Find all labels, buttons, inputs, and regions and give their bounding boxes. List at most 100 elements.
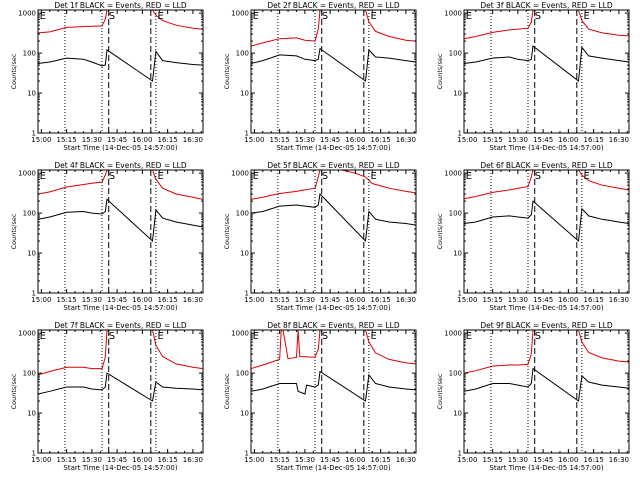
chart-title: Det 3f BLACK = Events, RED = LLD bbox=[480, 1, 613, 10]
event-marker-label: S bbox=[322, 11, 328, 22]
x-tick-label: 16:15 bbox=[584, 296, 604, 304]
x-axis-label: Start Time (14-Dec-05 14:57:00) bbox=[276, 144, 390, 152]
y-tick-label: 1000 bbox=[231, 330, 249, 338]
chart-title: Det 6f BLACK = Events, RED = LLD bbox=[480, 161, 613, 170]
series-group bbox=[251, 10, 416, 82]
y-tick-label: 1 bbox=[245, 290, 249, 298]
x-axis-label: Start Time (14-Dec-05 14:57:00) bbox=[489, 464, 603, 472]
y-tick-label: 10 bbox=[27, 90, 36, 98]
x-axis-label: Start Time (14-Dec-05 14:57:00) bbox=[276, 304, 390, 312]
event-marker-label: E bbox=[371, 331, 377, 342]
y-tick-label: 1000 bbox=[18, 170, 36, 178]
series-line-lld bbox=[251, 170, 416, 200]
series-line-events bbox=[38, 198, 203, 243]
x-axis-label: Start Time (14-Dec-05 14:57:00) bbox=[63, 464, 177, 472]
x-tick-label: 16:30 bbox=[609, 456, 629, 464]
y-tick-label: 100 bbox=[449, 50, 462, 58]
x-tick-label: 16:15 bbox=[371, 296, 391, 304]
chart-title: Det 9f BLACK = Events, RED = LLD bbox=[480, 321, 613, 330]
series-group bbox=[251, 170, 416, 243]
x-tick-label: 16:30 bbox=[609, 136, 629, 144]
x-axis-label: Start Time (14-Dec-05 14:57:00) bbox=[63, 144, 177, 152]
series-line-lld bbox=[464, 330, 629, 374]
x-tick-label: 16:00 bbox=[132, 136, 152, 144]
x-tick-label: 15:30 bbox=[295, 456, 315, 464]
series-line-lld bbox=[464, 170, 629, 200]
y-axis-label: Counts/sec bbox=[436, 213, 444, 249]
event-marker-label: E bbox=[40, 171, 46, 182]
x-tick-label: 15:45 bbox=[320, 456, 340, 464]
series-line-events bbox=[464, 367, 629, 402]
x-tick-label: 15:45 bbox=[107, 456, 127, 464]
x-axis-label: Start Time (14-Dec-05 14:57:00) bbox=[489, 144, 603, 152]
x-axis-label: Start Time (14-Dec-05 14:57:00) bbox=[489, 304, 603, 312]
event-marker-label: E bbox=[584, 11, 590, 22]
x-tick-label: 15:45 bbox=[320, 296, 340, 304]
y-tick-label: 10 bbox=[453, 410, 462, 418]
event-marker-label: S bbox=[535, 331, 541, 342]
y-tick-label: 10 bbox=[27, 410, 36, 418]
series-line-lld bbox=[38, 330, 203, 376]
y-tick-label: 100 bbox=[23, 370, 36, 378]
event-marker-label: E bbox=[158, 11, 164, 22]
series-line-lld bbox=[38, 170, 203, 200]
plot-frame bbox=[463, 9, 630, 134]
y-tick-label: 1 bbox=[32, 450, 36, 458]
event-marker-label: E bbox=[158, 331, 164, 342]
plot-frame bbox=[250, 9, 417, 134]
y-tick-label: 1 bbox=[458, 450, 462, 458]
x-tick-label: 16:15 bbox=[158, 136, 178, 144]
series-line-events bbox=[251, 47, 416, 82]
x-tick-label: 15:30 bbox=[295, 136, 315, 144]
event-marker-label: E bbox=[253, 11, 259, 22]
x-tick-label: 15:15 bbox=[483, 136, 503, 144]
event-marker-label: S bbox=[322, 171, 328, 182]
series-group bbox=[251, 330, 416, 402]
x-tick-label: 15:45 bbox=[533, 136, 553, 144]
y-tick-label: 1000 bbox=[231, 10, 249, 18]
x-axis-label: Start Time (14-Dec-05 14:57:00) bbox=[63, 304, 177, 312]
series-line-lld bbox=[464, 10, 629, 40]
y-tick-label: 1000 bbox=[444, 170, 462, 178]
x-tick-label: 16:00 bbox=[558, 136, 578, 144]
series-group bbox=[38, 10, 203, 82]
x-tick-label: 16:30 bbox=[396, 136, 416, 144]
x-tick-label: 16:00 bbox=[345, 456, 365, 464]
x-tick-label: 15:30 bbox=[508, 296, 528, 304]
x-tick-label: 15:00 bbox=[244, 136, 264, 144]
y-tick-label: 1000 bbox=[444, 330, 462, 338]
chart-title: Det 4f BLACK = Events, RED = LLD bbox=[54, 161, 187, 170]
plot-frame bbox=[37, 329, 204, 454]
x-tick-label: 15:00 bbox=[457, 296, 477, 304]
x-tick-label: 15:45 bbox=[533, 296, 553, 304]
series-line-events bbox=[464, 200, 629, 243]
x-tick-label: 15:15 bbox=[483, 456, 503, 464]
y-tick-label: 10 bbox=[453, 90, 462, 98]
series-group bbox=[38, 170, 203, 243]
y-tick-label: 1 bbox=[458, 290, 462, 298]
x-tick-label: 15:00 bbox=[31, 456, 51, 464]
x-tick-label: 16:15 bbox=[584, 456, 604, 464]
event-marker-label: E bbox=[466, 171, 472, 182]
y-axis-label: Counts/sec bbox=[436, 53, 444, 89]
x-tick-label: 15:30 bbox=[508, 456, 528, 464]
y-axis-label: Counts/sec bbox=[10, 213, 18, 249]
y-tick-label: 1 bbox=[32, 290, 36, 298]
y-tick-label: 10 bbox=[240, 410, 249, 418]
chart-title: Det 8f BLACK = Events, RED = LLD bbox=[267, 321, 400, 330]
x-tick-label: 16:30 bbox=[183, 136, 203, 144]
x-tick-label: 15:30 bbox=[82, 456, 102, 464]
event-marker-label: E bbox=[466, 331, 472, 342]
y-tick-label: 1 bbox=[32, 130, 36, 138]
x-tick-label: 16:15 bbox=[158, 456, 178, 464]
x-tick-label: 15:45 bbox=[533, 456, 553, 464]
x-tick-label: 15:15 bbox=[270, 136, 290, 144]
event-marker-label: S bbox=[109, 171, 115, 182]
series-line-lld bbox=[38, 10, 203, 34]
event-marker-label: S bbox=[322, 331, 328, 342]
